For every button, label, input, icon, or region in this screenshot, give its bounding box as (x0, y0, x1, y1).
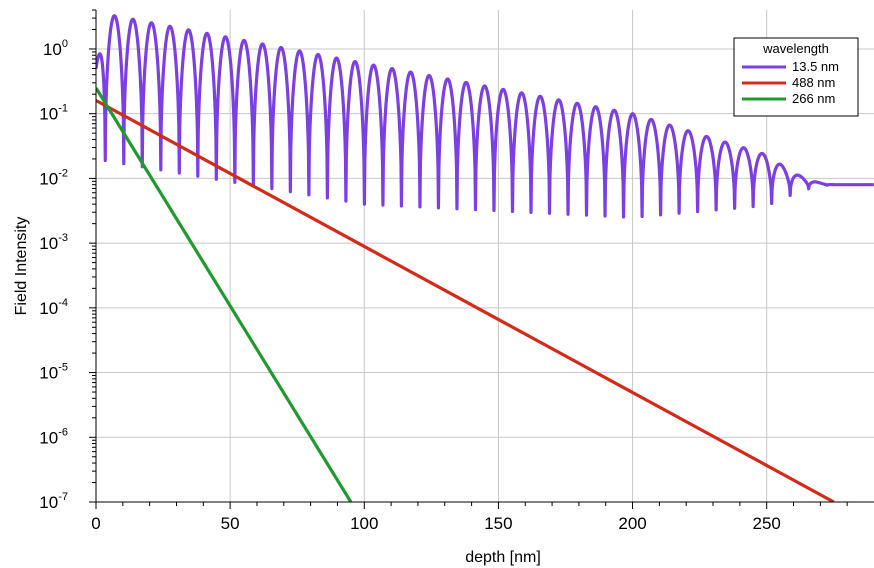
axes: 0 50 100 150 200 250 100 10-1 10-2 10-3 10-4 10-5 10… (39, 9, 874, 533)
legend-entry-label: 266 nm (792, 91, 835, 106)
y-tick-label: 10-1 (39, 103, 68, 124)
y-tick-label: 100 (43, 38, 68, 59)
y-tick-label: 10-4 (39, 297, 68, 318)
y-tick-label: 10-2 (39, 167, 68, 188)
series-line-266-nm (96, 87, 353, 502)
x-tick-label: 150 (484, 514, 512, 533)
x-tick-label: 250 (753, 514, 781, 533)
legend-box (733, 37, 859, 117)
y-axis-title: Field Intensity (13, 217, 30, 316)
x-axis-title: depth [nm] (465, 549, 541, 566)
series-layer (96, 14, 874, 502)
series-line-13-5-nm (96, 14, 874, 219)
x-tick-label: 100 (350, 514, 378, 533)
legend-entry-label: 13.5 nm (792, 59, 839, 74)
y-tick-label: 10-7 (39, 491, 68, 512)
y-tick-label: 10-6 (39, 426, 68, 447)
y-tick-label: 10-3 (39, 232, 68, 253)
y-tick-label: 10-5 (39, 362, 68, 383)
x-tick-label: 0 (91, 514, 100, 533)
x-tick-label: 50 (221, 514, 240, 533)
series-line-488-nm (96, 99, 835, 502)
legend-entry-label: 488 nm (792, 75, 835, 90)
x-tick-label: 200 (618, 514, 646, 533)
legend-title: wavelength (762, 41, 829, 56)
